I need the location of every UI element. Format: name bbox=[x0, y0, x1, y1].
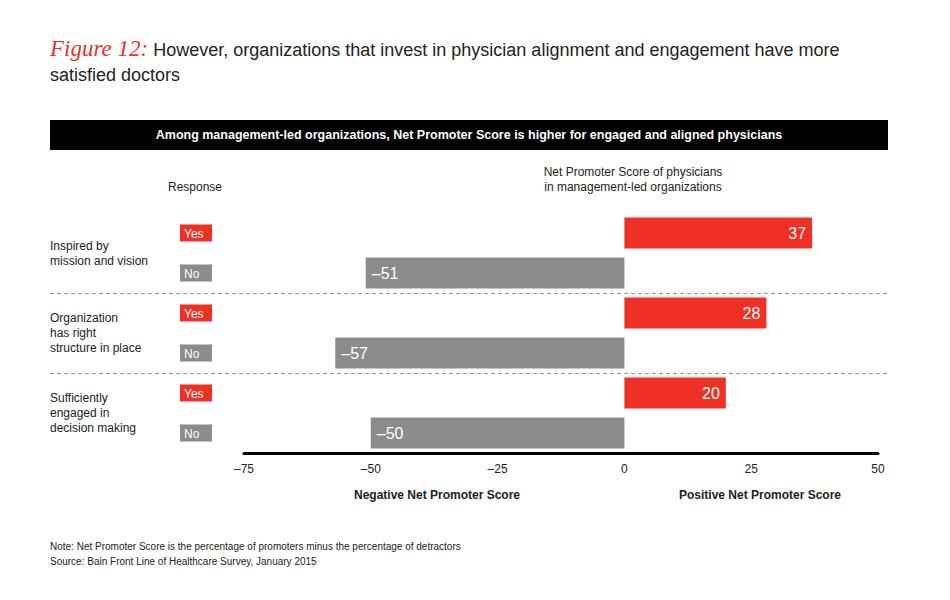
svg-text:No: No bbox=[184, 427, 200, 441]
svg-text:engaged in: engaged in bbox=[50, 406, 109, 420]
svg-text:–57: –57 bbox=[341, 345, 368, 362]
svg-text:–50: –50 bbox=[377, 425, 404, 442]
svg-text:No: No bbox=[184, 267, 200, 281]
svg-text:28: 28 bbox=[743, 305, 761, 322]
svg-text:–50: –50 bbox=[361, 462, 381, 476]
svg-text:Yes: Yes bbox=[184, 307, 204, 321]
html-text:Source: Bain Front Line of Hea: Source: Bain Front Line of Healthcare Su… bbox=[50, 556, 317, 567]
svg-text:–25: –25 bbox=[488, 462, 508, 476]
html-text:Among management-led organizat: Among management-led organizations, Net … bbox=[155, 128, 783, 142]
svg-text:50: 50 bbox=[871, 462, 885, 476]
svg-text:0: 0 bbox=[621, 462, 628, 476]
html-text:Net Promoter Score of physicia: Net Promoter Score of physicians in mana… bbox=[543, 165, 723, 194]
svg-text:has right: has right bbox=[50, 326, 97, 340]
svg-text:Yes: Yes bbox=[184, 387, 204, 401]
svg-text:20: 20 bbox=[702, 385, 720, 402]
svg-text:No: No bbox=[184, 347, 200, 361]
html-text:Negative Net Promoter Score: Negative Net Promoter Score bbox=[354, 488, 520, 502]
html-text:Response: Response bbox=[168, 180, 222, 194]
svg-text:Organization: Organization bbox=[50, 311, 118, 325]
svg-text:Inspired by: Inspired by bbox=[50, 239, 109, 253]
svg-text:decision making: decision making bbox=[50, 421, 136, 435]
html-text:Positive Net Promoter Score: Positive Net Promoter Score bbox=[679, 488, 841, 502]
svg-text:37: 37 bbox=[788, 225, 806, 242]
svg-text:Yes: Yes bbox=[184, 227, 204, 241]
svg-text:structure in place: structure in place bbox=[50, 341, 142, 355]
html-text:Figure 12: However, organizati: Figure 12: However, organizations that i… bbox=[50, 36, 840, 85]
svg-text:–51: –51 bbox=[372, 265, 399, 282]
svg-text:–75: –75 bbox=[234, 462, 254, 476]
svg-text:25: 25 bbox=[745, 462, 759, 476]
html-text:Note: Net Promoter Score is th: Note: Net Promoter Score is the percenta… bbox=[50, 541, 461, 552]
svg-text:mission and vision: mission and vision bbox=[50, 254, 148, 268]
svg-text:Sufficiently: Sufficiently bbox=[50, 391, 108, 405]
